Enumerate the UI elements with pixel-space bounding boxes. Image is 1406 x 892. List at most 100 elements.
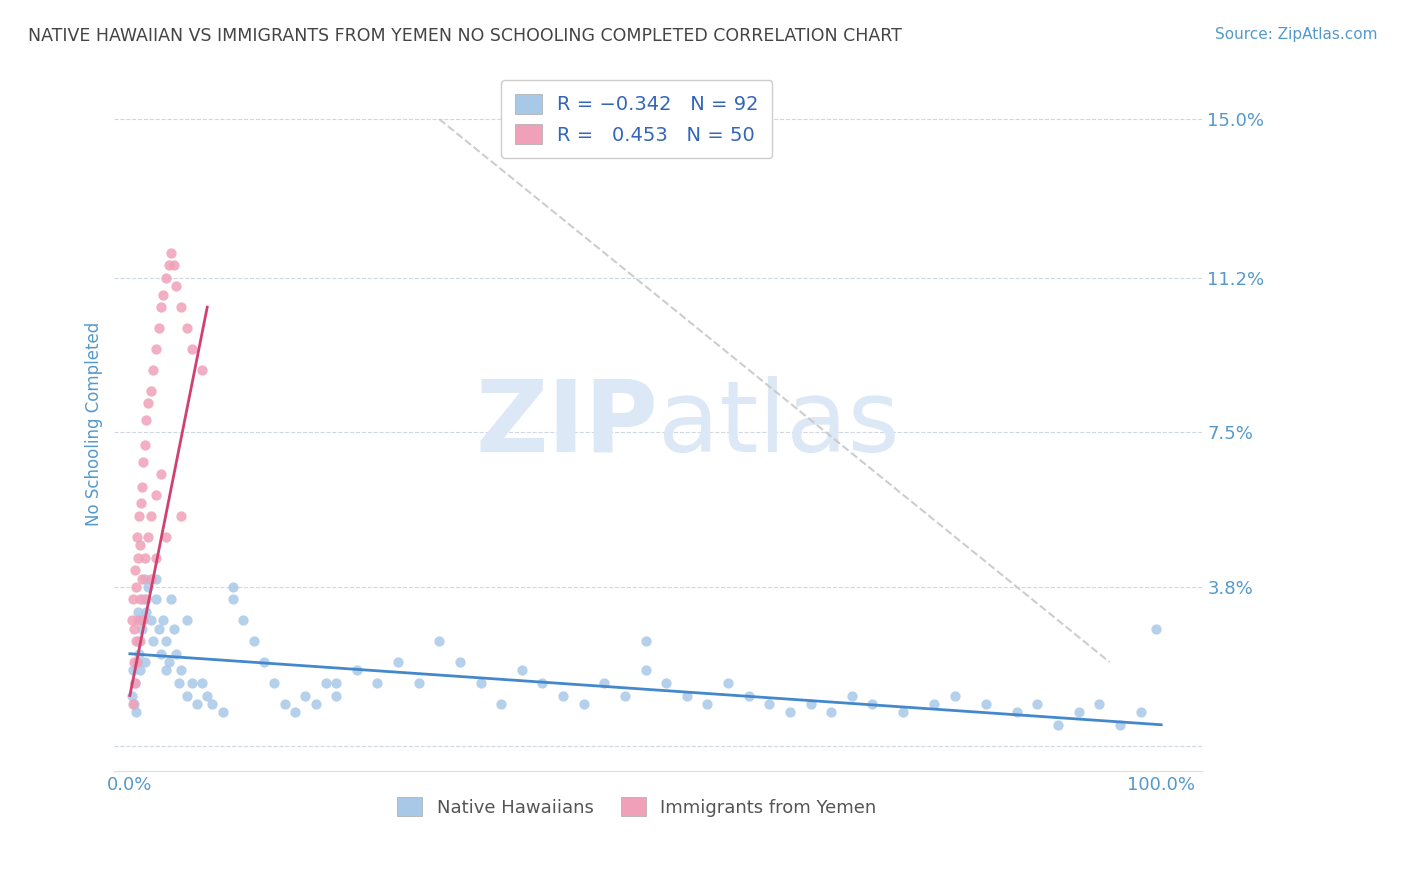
- Point: [263, 676, 285, 690]
- Point: [408, 676, 430, 690]
- Text: atlas: atlas: [658, 376, 900, 473]
- Point: [132, 455, 155, 469]
- Point: [862, 697, 884, 711]
- Point: [134, 550, 156, 565]
- Point: [148, 622, 170, 636]
- Point: [634, 634, 657, 648]
- Point: [129, 664, 152, 678]
- Point: [131, 480, 153, 494]
- Point: [170, 664, 193, 678]
- Point: [155, 664, 177, 678]
- Point: [152, 613, 174, 627]
- Point: [122, 655, 145, 669]
- Point: [191, 676, 214, 690]
- Point: [1109, 718, 1132, 732]
- Point: [148, 321, 170, 335]
- Point: [149, 300, 172, 314]
- Point: [125, 634, 148, 648]
- Point: [1026, 697, 1049, 711]
- Point: [675, 689, 697, 703]
- Point: [155, 634, 177, 648]
- Point: [1067, 705, 1090, 719]
- Point: [129, 634, 152, 648]
- Point: [163, 622, 186, 636]
- Point: [294, 689, 316, 703]
- Point: [160, 245, 183, 260]
- Point: [163, 258, 186, 272]
- Point: [717, 676, 740, 690]
- Point: [139, 613, 162, 627]
- Point: [427, 634, 450, 648]
- Point: [122, 664, 145, 678]
- Point: [180, 676, 202, 690]
- Point: [470, 676, 492, 690]
- Point: [152, 287, 174, 301]
- Point: [129, 592, 152, 607]
- Point: [160, 592, 183, 607]
- Point: [132, 592, 155, 607]
- Point: [134, 572, 156, 586]
- Point: [157, 258, 180, 272]
- Point: [593, 676, 616, 690]
- Point: [128, 508, 150, 523]
- Point: [346, 664, 368, 678]
- Point: [170, 300, 193, 314]
- Point: [122, 622, 145, 636]
- Point: [284, 705, 307, 719]
- Y-axis label: No Schooling Completed: No Schooling Completed: [86, 322, 103, 526]
- Point: [149, 647, 172, 661]
- Point: [315, 676, 337, 690]
- Point: [820, 705, 842, 719]
- Point: [127, 605, 149, 619]
- Point: [131, 572, 153, 586]
- Point: [531, 676, 554, 690]
- Point: [155, 271, 177, 285]
- Point: [135, 605, 157, 619]
- Point: [489, 697, 512, 711]
- Point: [127, 530, 149, 544]
- Point: [138, 530, 160, 544]
- Point: [387, 655, 409, 669]
- Point: [145, 342, 167, 356]
- Point: [222, 592, 245, 607]
- Point: [176, 613, 198, 627]
- Point: [165, 647, 187, 661]
- Text: Source: ZipAtlas.com: Source: ZipAtlas.com: [1215, 27, 1378, 42]
- Point: [139, 384, 162, 398]
- Point: [127, 655, 149, 669]
- Point: [325, 676, 347, 690]
- Point: [191, 363, 214, 377]
- Point: [131, 622, 153, 636]
- Point: [170, 508, 193, 523]
- Point: [128, 647, 150, 661]
- Point: [127, 550, 149, 565]
- Point: [841, 689, 863, 703]
- Point: [696, 697, 718, 711]
- Point: [125, 705, 148, 719]
- Point: [943, 689, 966, 703]
- Point: [211, 705, 233, 719]
- Point: [1047, 718, 1070, 732]
- Point: [142, 363, 165, 377]
- Point: [122, 697, 145, 711]
- Point: [129, 613, 152, 627]
- Point: [145, 592, 167, 607]
- Point: [127, 613, 149, 627]
- Point: [165, 279, 187, 293]
- Point: [134, 655, 156, 669]
- Point: [124, 563, 146, 577]
- Point: [800, 697, 823, 711]
- Point: [125, 580, 148, 594]
- Point: [1088, 697, 1111, 711]
- Point: [273, 697, 295, 711]
- Point: [1005, 705, 1028, 719]
- Point: [758, 697, 780, 711]
- Point: [222, 580, 245, 594]
- Point: [572, 697, 595, 711]
- Point: [135, 592, 157, 607]
- Point: [449, 655, 471, 669]
- Point: [176, 689, 198, 703]
- Point: [195, 689, 218, 703]
- Point: [124, 676, 146, 690]
- Text: ZIP: ZIP: [475, 376, 658, 473]
